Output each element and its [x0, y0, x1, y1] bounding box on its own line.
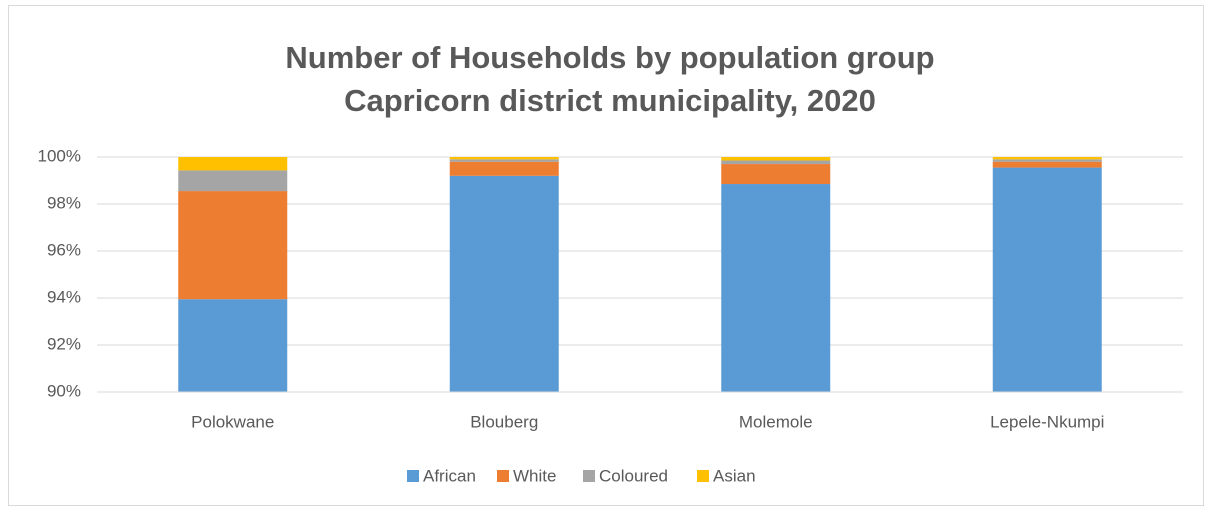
legend-label: Coloured [599, 466, 668, 485]
bar-segment [721, 160, 831, 165]
legend-swatch [407, 470, 419, 482]
x-tick-label: Molemole [739, 412, 813, 431]
chart-title: Number of Households by population group [285, 40, 934, 75]
bar-segment [721, 157, 831, 161]
bar-segment [449, 159, 559, 162]
y-tick-label: 100% [38, 146, 81, 165]
chart-subtitle: Capricorn district municipality, 2020 [344, 83, 876, 118]
bar-segment [721, 164, 831, 185]
legend-swatch [497, 470, 509, 482]
bar-segment [449, 157, 559, 160]
bar-segment [449, 175, 559, 392]
legend-label: White [513, 466, 556, 485]
y-tick-label: 94% [47, 287, 81, 306]
bar-segment [178, 191, 288, 300]
legend-swatch [583, 470, 595, 482]
bar-segment [992, 161, 1102, 168]
bar-segment [178, 170, 288, 192]
bar-segment [992, 157, 1102, 160]
bar-segment [721, 184, 831, 392]
x-tick-label: Blouberg [470, 412, 538, 431]
legend-swatch [697, 470, 709, 482]
bar-segment [992, 167, 1102, 392]
bar-segment [449, 161, 559, 176]
bar-segment [178, 299, 288, 392]
y-tick-label: 92% [47, 334, 81, 353]
x-tick-label: Polokwane [191, 412, 274, 431]
y-tick-label: 98% [47, 193, 81, 212]
bar-segment [992, 159, 1102, 162]
x-tick-label: Lepele-Nkumpi [990, 412, 1104, 431]
y-tick-label: 90% [47, 381, 81, 400]
y-tick-label: 96% [47, 240, 81, 259]
legend-label: Asian [713, 466, 756, 485]
legend-label: African [423, 466, 476, 485]
bar-segment [178, 157, 288, 171]
